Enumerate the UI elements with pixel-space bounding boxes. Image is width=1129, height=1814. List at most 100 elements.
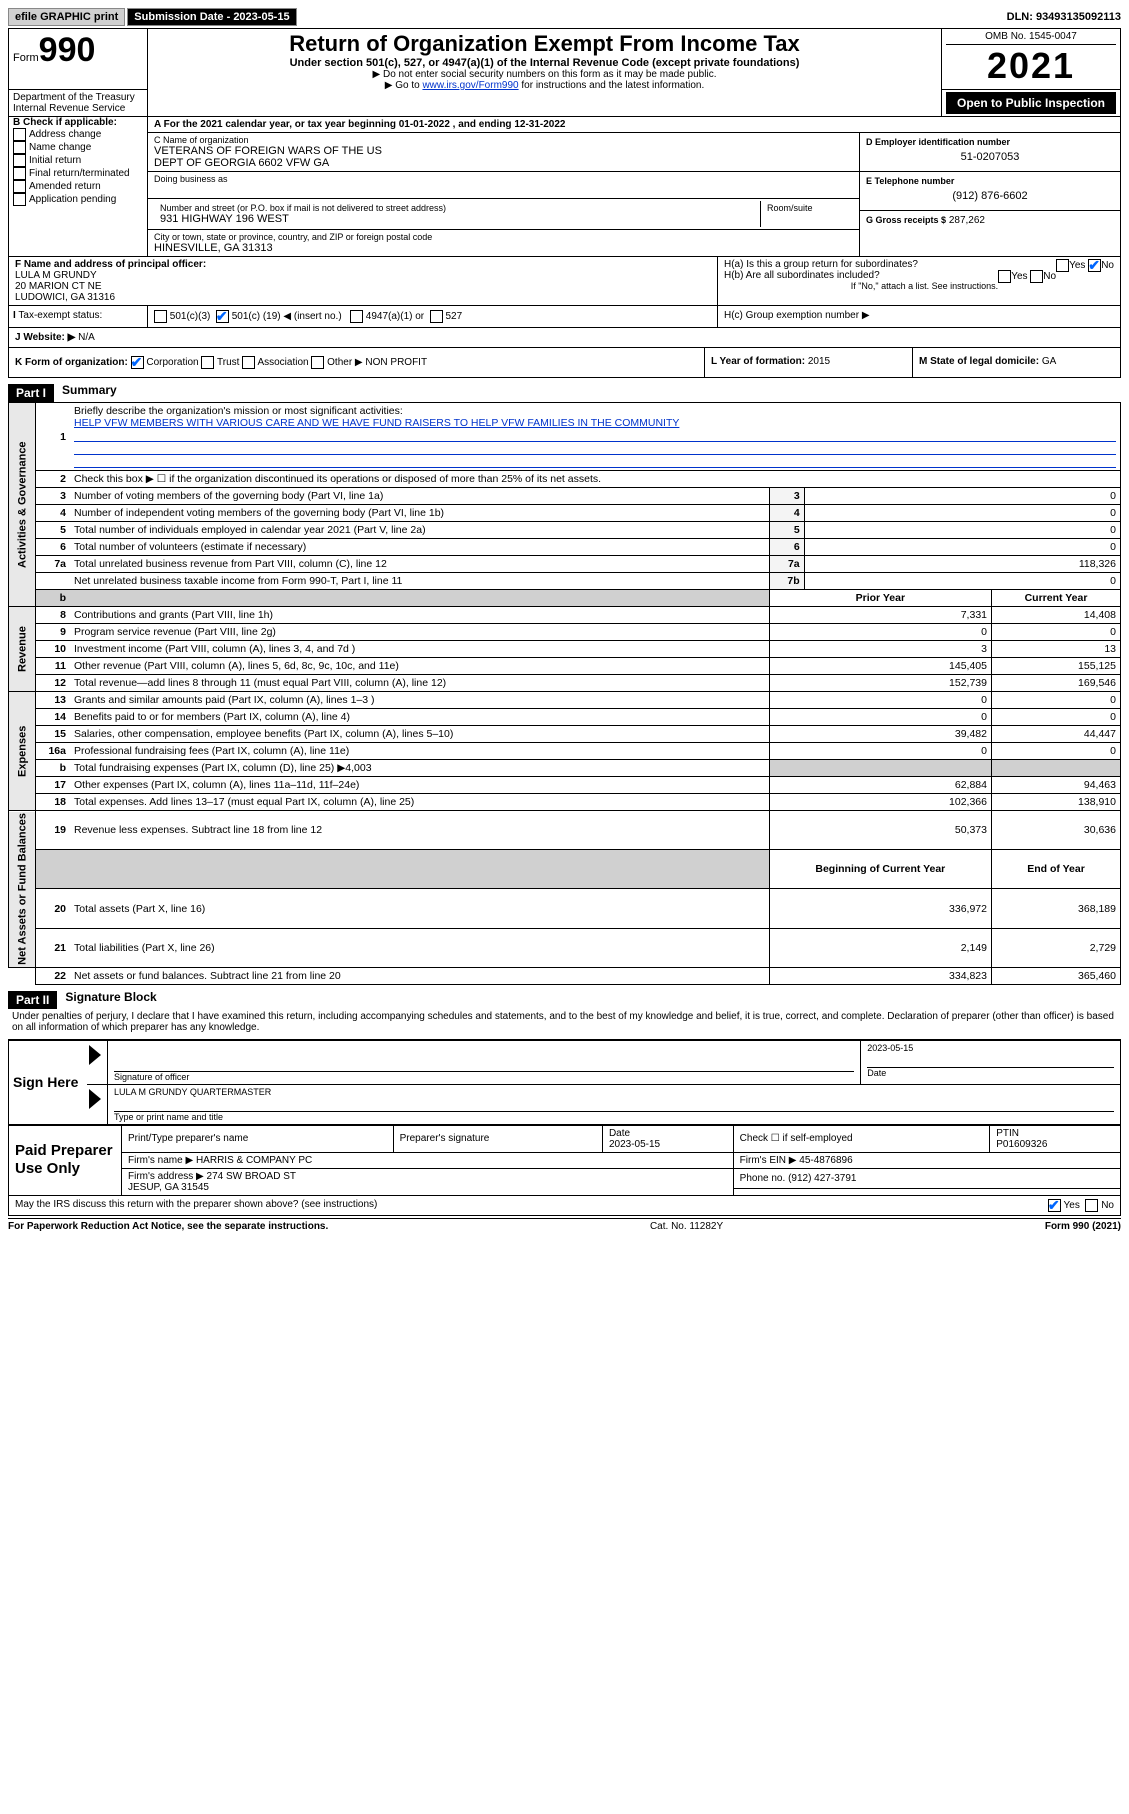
chk-app-pending[interactable] [13, 193, 26, 206]
l5-val: 0 [804, 522, 1120, 539]
hdr-beg: Beginning of Current Year [769, 850, 991, 889]
sig-date-label: Date [867, 1067, 1114, 1078]
l7a-val: 118,326 [804, 556, 1120, 573]
chk-address-change[interactable] [13, 128, 26, 141]
k-other-val: NON PROFIT [365, 357, 427, 368]
f-label: F Name and address of principal officer: [15, 259, 206, 270]
k-label: K Form of organization: [15, 357, 128, 368]
instr-ssn: ▶ Do not enter social security numbers o… [152, 69, 937, 80]
website-val: N/A [78, 332, 95, 343]
sign-here-label: Sign Here [9, 1041, 87, 1124]
part-ii-title: Signature Block [57, 990, 156, 1004]
ha-no[interactable] [1088, 259, 1101, 272]
footer-left: For Paperwork Reduction Act Notice, see … [8, 1221, 328, 1232]
b-label: B Check if applicable: [13, 117, 143, 128]
chk-527[interactable] [430, 310, 443, 323]
pt-name-label: Print/Type preparer's name [122, 1125, 394, 1152]
sig-date: 2023-05-15 [867, 1043, 1114, 1053]
domicile: GA [1042, 356, 1056, 367]
row-i: I Tax-exempt status: 501(c)(3) 501(c) (1… [8, 306, 1121, 328]
hdr-prior: Prior Year [769, 590, 991, 607]
dln-label: DLN: 93493135092113 [1007, 11, 1121, 23]
l4-val: 0 [804, 505, 1120, 522]
l1-label: Briefly describe the organization's miss… [74, 405, 403, 417]
l6-val: 0 [804, 539, 1120, 556]
form-subtitle: Under section 501(c), 527, or 4947(a)(1)… [152, 57, 937, 69]
dept-label: Department of the Treasury Internal Reve… [9, 90, 148, 117]
g-label: G Gross receipts $ [866, 215, 946, 225]
chk-corp[interactable] [131, 356, 144, 369]
chk-trust[interactable] [201, 356, 214, 369]
efile-button[interactable]: efile GRAPHIC print [8, 8, 125, 26]
tax-year: 2021 [946, 45, 1116, 87]
pt-sig-label: Preparer's signature [393, 1125, 602, 1152]
form-number: Form990 [13, 31, 143, 70]
hb-yes[interactable] [998, 270, 1011, 283]
row-f-h: F Name and address of principal officer:… [8, 257, 1121, 306]
firm-name: HARRIS & COMPANY PC [196, 1155, 312, 1166]
form-header: Form990 Return of Organization Exempt Fr… [8, 28, 1121, 117]
chk-name-change[interactable] [13, 141, 26, 154]
chk-4947[interactable] [350, 310, 363, 323]
e-label: E Telephone number [866, 176, 1114, 186]
room-label: Room/suite [767, 203, 847, 213]
sign-arrow-icon [89, 1045, 101, 1065]
phone-val: (912) 876-6602 [866, 186, 1114, 202]
section-identity: B Check if applicable: Address change Na… [8, 117, 1121, 257]
sig-officer-label: Signature of officer [114, 1071, 854, 1082]
top-bar: efile GRAPHIC print Submission Date - 20… [8, 8, 1121, 26]
may-irs-row: May the IRS discuss this return with the… [8, 1196, 1121, 1216]
hb-no[interactable] [1030, 270, 1043, 283]
firm-ein: 45-4876896 [799, 1155, 852, 1166]
chk-final-return[interactable] [13, 167, 26, 180]
m-label: M State of legal domicile: [919, 356, 1039, 367]
may-no[interactable] [1085, 1199, 1098, 1212]
side-revenue: Revenue [9, 607, 36, 692]
chk-assoc[interactable] [242, 356, 255, 369]
street-val: 931 HIGHWAY 196 WEST [160, 213, 754, 225]
pt-date: 2023-05-15 [609, 1139, 660, 1150]
l2: Check this box ▶ ☐ if the organization d… [70, 471, 1121, 488]
part-i-header: Part I [8, 384, 54, 402]
chk-501c[interactable] [216, 310, 229, 323]
c-name-label: C Name of organization [154, 135, 853, 145]
chk-501c3[interactable] [154, 310, 167, 323]
irs-link[interactable]: www.irs.gov/Form990 [422, 80, 518, 91]
form-title: Return of Organization Exempt From Incom… [152, 31, 937, 57]
chk-other[interactable] [311, 356, 324, 369]
open-public-badge: Open to Public Inspection [946, 92, 1116, 114]
hdr-end: End of Year [992, 850, 1121, 889]
city-val: HINESVILLE, GA 31313 [154, 242, 853, 254]
paid-preparer-table: Paid Preparer Use Only Print/Type prepar… [8, 1125, 1121, 1196]
sign-here-block: Sign Here Signature of officer 2023-05-1… [8, 1039, 1121, 1125]
mission-text[interactable]: HELP VFW MEMBERS WITH VARIOUS CARE AND W… [74, 417, 679, 429]
year-formation: 2015 [808, 356, 830, 367]
ha-yes[interactable] [1056, 259, 1069, 272]
declaration-text: Under penalties of perjury, I declare th… [8, 1009, 1121, 1035]
ha-label: H(a) Is this a group return for subordin… [724, 259, 918, 270]
footer: For Paperwork Reduction Act Notice, see … [8, 1218, 1121, 1232]
chk-amended[interactable] [13, 180, 26, 193]
part-i-title: Summary [54, 383, 117, 397]
chk-initial-return[interactable] [13, 154, 26, 167]
city-label: City or town, state or province, country… [154, 232, 853, 242]
submission-date-label: Submission Date - 2023-05-15 [127, 8, 296, 26]
dba-label: Doing business as [154, 174, 853, 184]
name-title-label: Type or print name and title [114, 1111, 1114, 1122]
side-netassets: Net Assets or Fund Balances [9, 811, 36, 968]
may-yes[interactable] [1048, 1199, 1061, 1212]
l3-val: 0 [804, 488, 1120, 505]
hc-label: H(c) Group exemption number ▶ [717, 306, 1120, 327]
ein-val: 51-0207053 [866, 147, 1114, 163]
row-klm: K Form of organization: Corporation Trus… [8, 348, 1121, 378]
row-j: J Website: ▶ N/A [8, 328, 1121, 348]
hdr-curr: Current Year [992, 590, 1121, 607]
l-label: L Year of formation: [711, 356, 805, 367]
hb-label: H(b) Are all subordinates included? [724, 270, 880, 281]
officer-val: LULA M GRUNDY 20 MARION CT NE LUDOWICI, … [15, 270, 115, 303]
firm-phone: (912) 427-3791 [788, 1173, 856, 1184]
summary-table: Activities & Governance 1 Briefly descri… [8, 402, 1121, 985]
footer-mid: Cat. No. 11282Y [650, 1221, 723, 1232]
a-line: A For the 2021 calendar year, or tax yea… [148, 117, 1120, 133]
d-label: D Employer identification number [866, 137, 1114, 147]
